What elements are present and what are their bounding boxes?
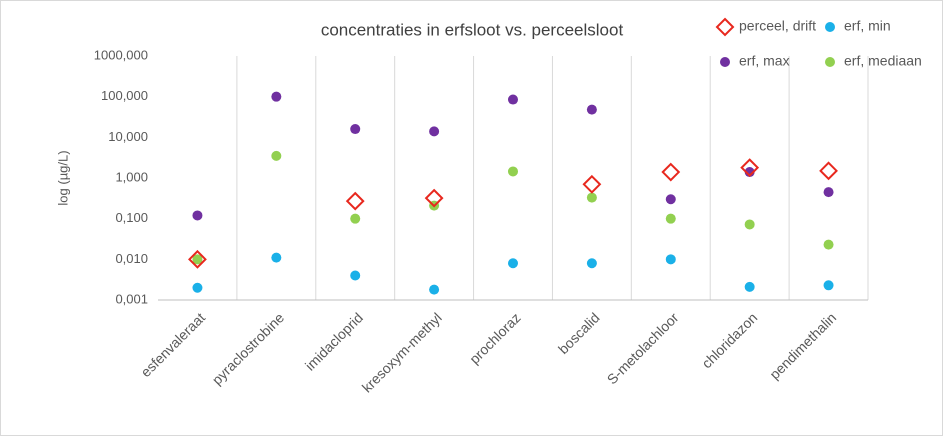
legend-marker — [715, 17, 735, 37]
data-point — [271, 252, 282, 263]
data-point — [350, 213, 361, 224]
legend-marker — [720, 57, 730, 67]
data-point — [823, 239, 834, 250]
data-point — [508, 258, 518, 269]
data-point — [508, 166, 518, 177]
data-point — [345, 191, 365, 211]
y-tick-label: 1,000 — [115, 169, 148, 184]
data-point — [192, 282, 203, 293]
data-point — [819, 161, 838, 181]
data-point — [665, 194, 676, 205]
data-point — [586, 192, 597, 203]
data-point — [271, 150, 282, 161]
data-point — [192, 210, 203, 221]
data-point — [350, 270, 361, 281]
data-point — [188, 249, 207, 269]
legend-label: erf, min — [844, 18, 891, 34]
data-point — [665, 213, 676, 224]
legend-label: perceel, drift — [739, 18, 816, 34]
y-tick-label: 0,010 — [115, 251, 148, 266]
data-point — [823, 280, 834, 291]
y-tick-label: 0,001 — [115, 291, 148, 306]
data-point — [271, 91, 282, 102]
data-point — [582, 174, 602, 194]
data-point — [429, 126, 440, 137]
y-tick-label: 1000,000 — [94, 47, 148, 62]
data-point — [744, 167, 755, 178]
data-point — [350, 124, 361, 135]
y-axis-title: log (µg/L) — [55, 150, 70, 205]
data-point — [424, 188, 444, 208]
data-point — [586, 104, 597, 115]
legend-marker — [825, 22, 835, 32]
data-point — [665, 254, 676, 265]
legend-label: erf, max — [739, 53, 790, 69]
data-point — [508, 94, 518, 105]
data-point — [429, 284, 440, 295]
legend-marker — [825, 57, 835, 67]
data-point — [823, 187, 834, 198]
data-point — [740, 158, 760, 178]
y-tick-label: 10,000 — [108, 129, 148, 144]
data-point — [661, 162, 681, 182]
legend-label: erf, mediaan — [844, 53, 922, 69]
y-tick-label: 100,000 — [101, 88, 148, 103]
data-point — [586, 258, 597, 269]
data-point — [744, 219, 755, 230]
data-point — [192, 254, 203, 265]
y-tick-label: 0,100 — [115, 210, 148, 225]
data-point — [744, 281, 755, 292]
chart-title: concentraties in erfsloot vs. perceelslo… — [321, 20, 624, 39]
